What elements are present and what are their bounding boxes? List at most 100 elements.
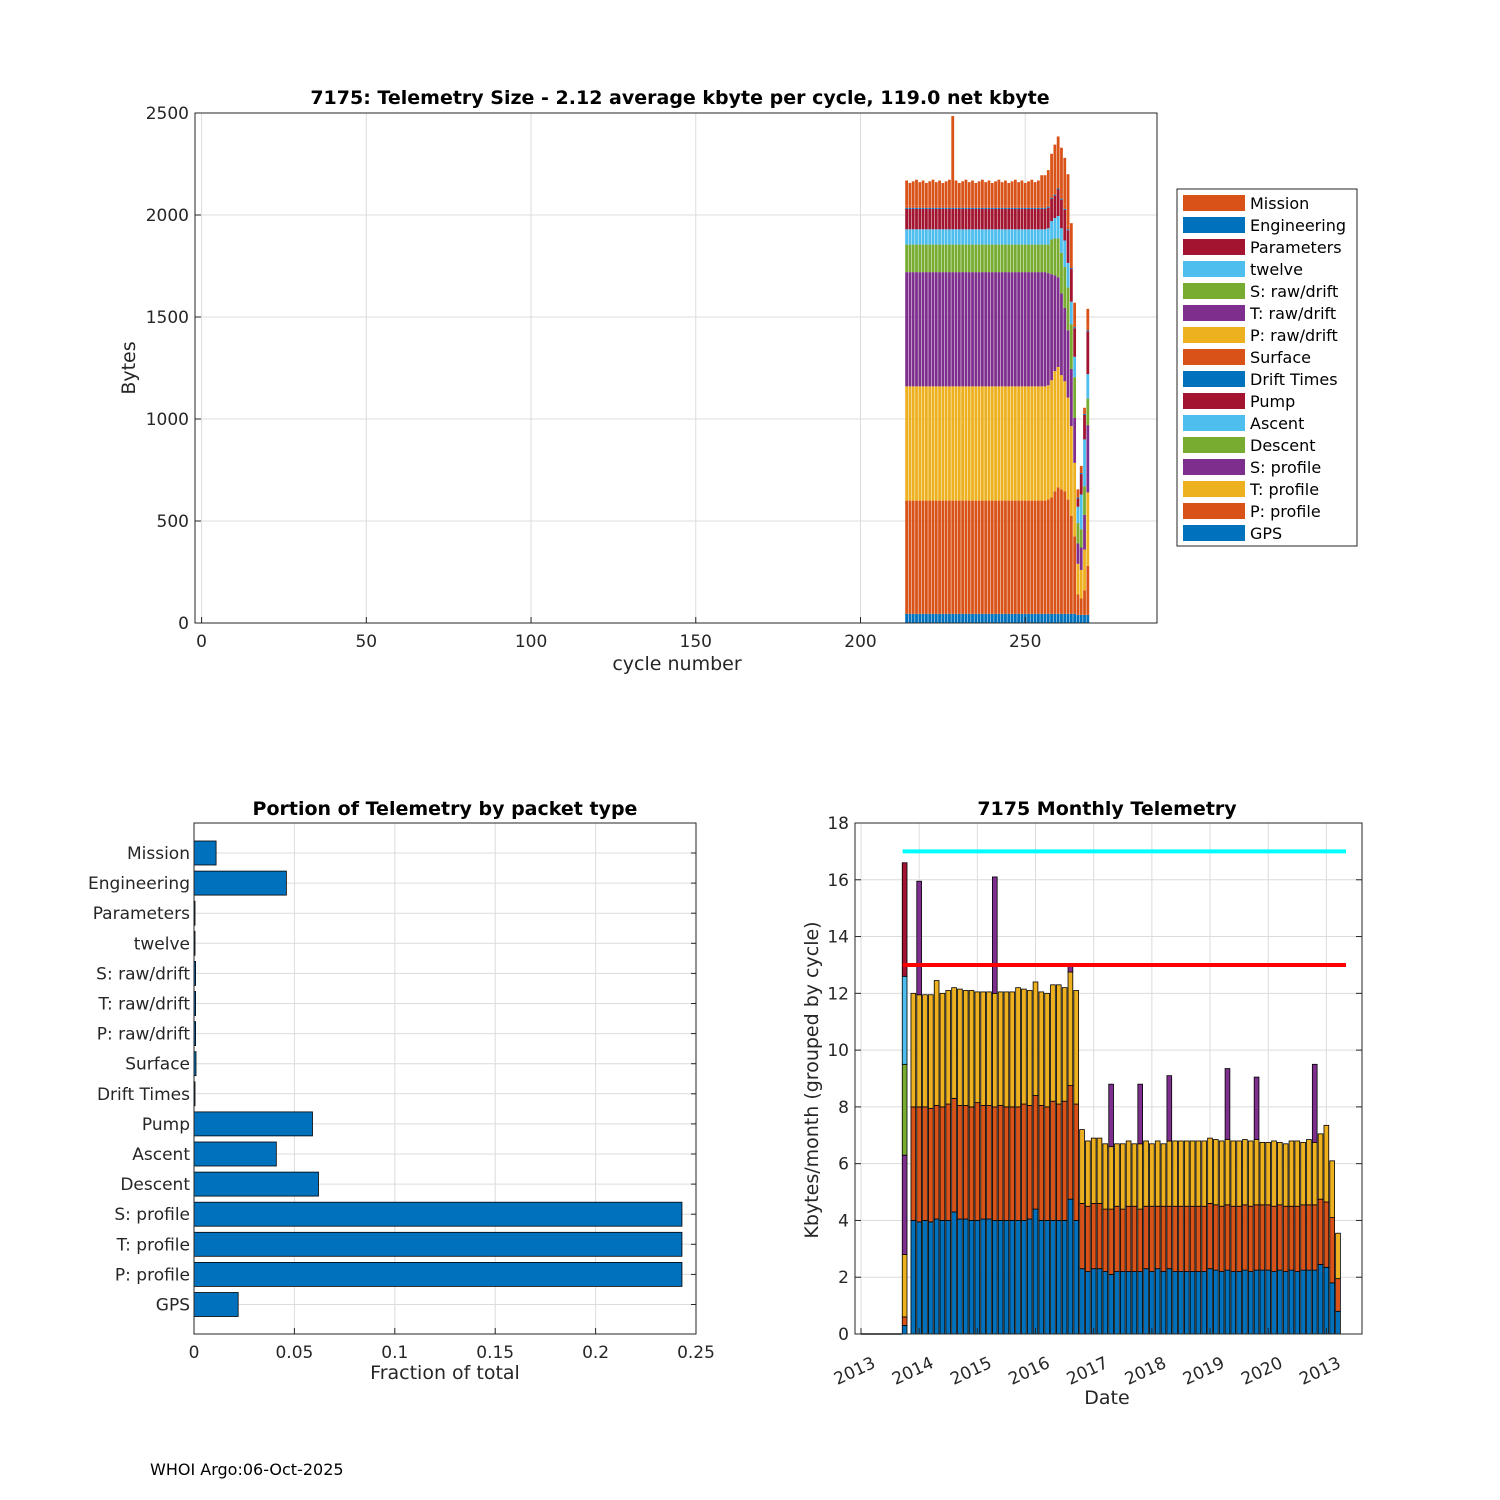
top-bar-segment xyxy=(1004,272,1007,387)
top-x-ticks: 0 50 100 150 200 250 xyxy=(196,617,1041,652)
top-bar-segment xyxy=(1083,414,1086,440)
br-bar-segment xyxy=(1114,1143,1120,1207)
top-bar-segment xyxy=(994,613,997,623)
top-bar-segment xyxy=(967,244,971,273)
top-bar-segment xyxy=(1030,205,1034,208)
br-bar-month xyxy=(933,980,940,1335)
br-bar-segment xyxy=(1317,1264,1324,1335)
br-bar-segment xyxy=(901,1325,908,1335)
top-bar-segment xyxy=(1050,198,1053,222)
top-bar-segment xyxy=(941,229,945,245)
top-bar-segment xyxy=(954,208,958,230)
top-bar-segment xyxy=(1023,229,1027,245)
top-bar-segment xyxy=(905,272,909,387)
top-bar-segment xyxy=(1076,543,1080,564)
top-bar-segment xyxy=(1050,274,1053,381)
br-bar-segment xyxy=(974,1102,981,1221)
top-bar-segment xyxy=(954,613,958,623)
br-bar-segment xyxy=(1125,1140,1132,1207)
top-bar-segment xyxy=(977,208,981,230)
br-bar-month xyxy=(1282,1143,1289,1335)
top-bar-segment xyxy=(1083,407,1086,411)
top-bar-segment xyxy=(1046,385,1050,500)
top-bar-cycle-246 xyxy=(1010,181,1014,623)
top-bar-segment xyxy=(928,613,932,623)
br-bar-segment xyxy=(980,1218,986,1335)
top-bar-segment xyxy=(951,207,955,209)
br-bar-segment xyxy=(1009,991,1016,1108)
top-bar-segment xyxy=(928,181,932,206)
top-bar-segment xyxy=(967,208,971,230)
top-bar-segment xyxy=(984,244,988,273)
br-bar-segment xyxy=(1189,1271,1196,1335)
top-bar-segment xyxy=(1060,147,1063,195)
top-bar-segment xyxy=(1000,207,1004,209)
top-bar-segment xyxy=(905,229,909,245)
br-bar-segment xyxy=(1224,1068,1231,1140)
top-bar-segment xyxy=(954,272,958,387)
top-bar-segment xyxy=(1063,613,1067,623)
br-bar-month xyxy=(1288,1140,1295,1335)
top-bar-segment xyxy=(1050,380,1053,498)
top-bar-segment xyxy=(1076,523,1080,544)
top-bar-segment xyxy=(987,180,991,206)
br-bar-segment xyxy=(1015,987,1021,1108)
top-bar-segment xyxy=(1060,613,1063,623)
top-bar-segment xyxy=(961,386,965,501)
top-bar-segment xyxy=(974,207,978,209)
br-bar-month xyxy=(951,987,957,1335)
top-bar-segment xyxy=(934,208,938,230)
br-bar-segment xyxy=(1294,1205,1301,1272)
br-bar-month xyxy=(1154,1140,1161,1335)
br-bar-segment xyxy=(1253,1269,1260,1335)
top-bar-segment xyxy=(977,500,981,614)
br-bar-segment xyxy=(939,992,946,1108)
top-bar-segment xyxy=(1063,491,1067,614)
top-bar-segment xyxy=(1069,515,1073,614)
br-bar-segment xyxy=(1143,1140,1149,1207)
portion-by-packet-chart: 0 0.05 0.1 0.15 0.2 0.25 Mission Engineering Pa… xyxy=(88,798,715,1384)
br-bar-segment xyxy=(1277,1141,1283,1206)
top-bar-segment xyxy=(1043,500,1047,614)
top-bar-segment xyxy=(915,272,918,387)
top-bar-segment xyxy=(944,272,948,387)
top-bar-segment xyxy=(1060,199,1063,229)
br-bar-month xyxy=(1119,1143,1126,1335)
top-bar-segment xyxy=(915,244,918,273)
br-bar-month xyxy=(1079,1129,1085,1335)
top-bar-segment xyxy=(1056,366,1060,488)
top-bar-segment xyxy=(1043,386,1047,501)
top-bar-segment xyxy=(1030,386,1034,501)
br-bar-segment xyxy=(1085,1271,1091,1335)
br-bar-month xyxy=(1323,1124,1330,1335)
br-bar-month xyxy=(992,876,998,1335)
top-bar-segment xyxy=(1086,330,1090,332)
top-bar-segment xyxy=(994,208,997,230)
br-bar-segment xyxy=(1271,1140,1277,1207)
top-bar-segment xyxy=(944,229,948,245)
top-bar-segment xyxy=(1079,465,1083,472)
top-y-tick-label: 0 xyxy=(178,614,189,634)
top-bar-segment xyxy=(997,613,1001,623)
top-bar-segment xyxy=(951,613,955,623)
top-bar-segment xyxy=(1020,208,1024,230)
top-bar-segment xyxy=(921,205,925,208)
top-bar-segment xyxy=(974,208,978,230)
top-bar-segment xyxy=(990,386,994,501)
top-bar-segment xyxy=(984,229,988,245)
br-bar-segment xyxy=(1108,1083,1114,1148)
top-bar-segment xyxy=(987,500,991,614)
legend-entry: Parameters xyxy=(1250,238,1342,257)
top-bar-segment xyxy=(967,500,971,614)
top-bar-segment xyxy=(1013,244,1017,273)
top-bar-segment xyxy=(1050,194,1053,198)
top-bar-cycle-227 xyxy=(948,179,951,623)
br-bar-segment xyxy=(1154,1140,1161,1207)
br-bar-segment xyxy=(1213,1204,1219,1271)
top-bar-cycle-266 xyxy=(1076,489,1080,623)
top-bar-segment xyxy=(977,229,981,245)
br-x-axis-label: Date xyxy=(1084,1387,1129,1409)
br-bar-month xyxy=(1015,987,1021,1335)
top-plot-frame xyxy=(194,112,1158,624)
top-bar-segment xyxy=(1023,208,1027,230)
